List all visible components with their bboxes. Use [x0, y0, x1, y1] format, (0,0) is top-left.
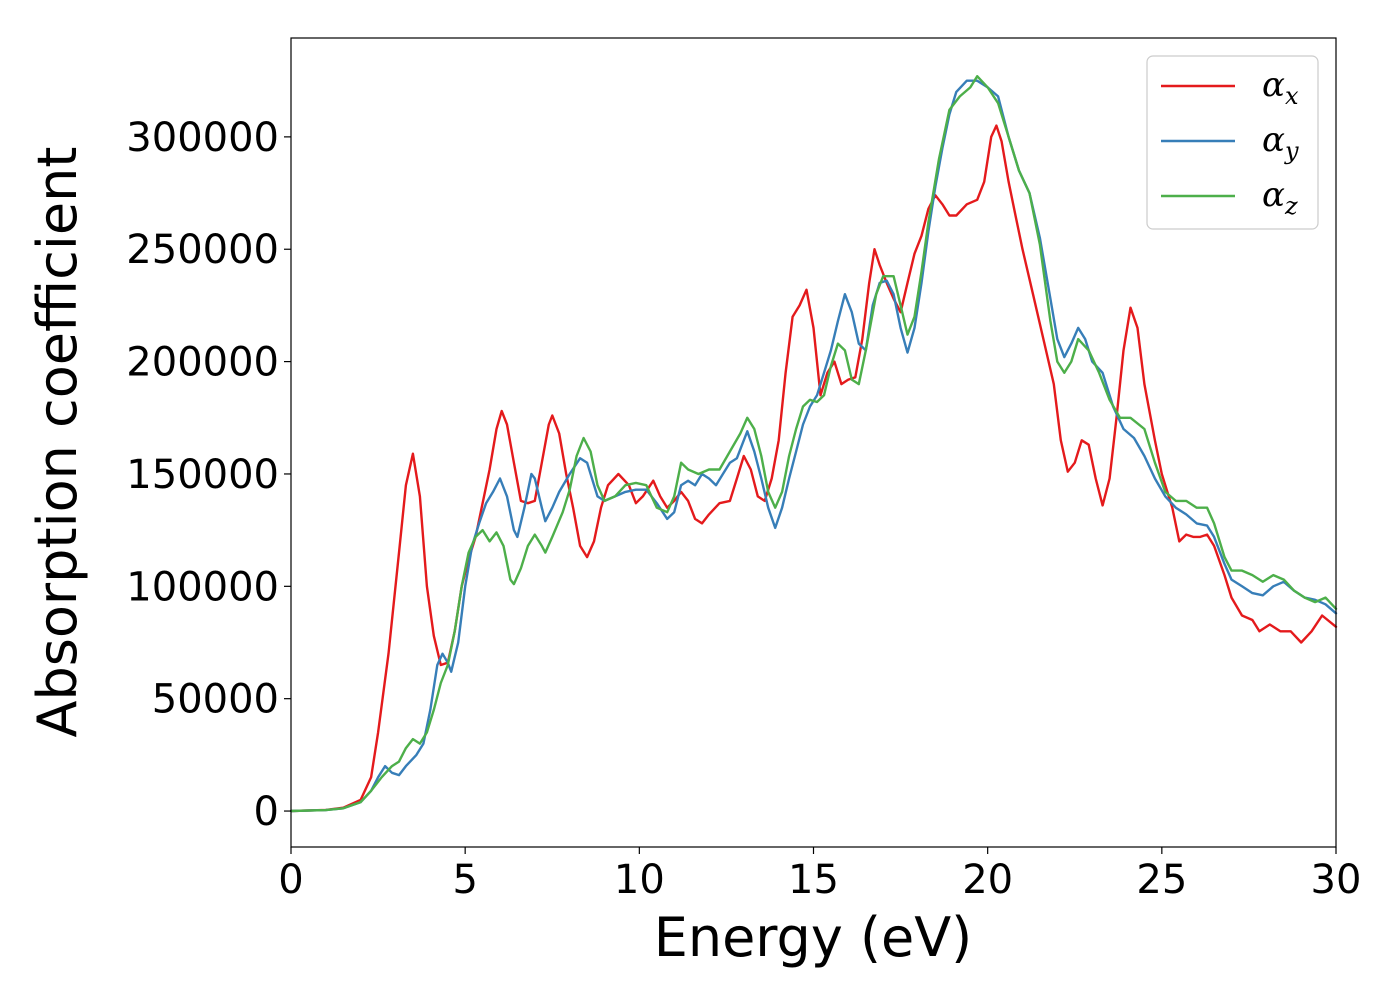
y-tick-label: 200000 [126, 340, 279, 386]
x-tick-label: 0 [278, 857, 303, 903]
x-tick-label: 20 [962, 857, 1013, 903]
series-line-x [289, 124, 1338, 813]
y-axis-ticks: 0 50000 100000 150000 200000 250000 300000 [126, 115, 291, 835]
y-tick-label: 250000 [126, 227, 279, 273]
y-tick-label: 300000 [126, 115, 279, 161]
legend-box [1146, 55, 1319, 230]
legend-entry-y: αy [1262, 120, 1299, 165]
y-axis-label: Absorption coefficient [26, 147, 89, 738]
series-line-y [289, 79, 1338, 813]
x-axis-ticks: 0 5 10 15 20 25 30 [278, 847, 1361, 903]
series-layer [289, 75, 1338, 813]
y-tick-label: 50000 [152, 677, 279, 723]
x-tick-label: 5 [452, 857, 477, 903]
legend: αx αy αz [1146, 55, 1319, 230]
x-tick-label: 30 [1311, 857, 1362, 903]
x-tick-label: 15 [788, 857, 839, 903]
y-tick-label: 150000 [126, 452, 279, 498]
legend-entry-x: αx [1262, 65, 1299, 110]
x-tick-label: 10 [614, 857, 665, 903]
series-line-z [289, 75, 1338, 813]
y-tick-label: 100000 [126, 564, 279, 610]
y-tick-label: 0 [254, 789, 279, 835]
legend-entry-z: αz [1262, 175, 1298, 220]
x-tick-label: 25 [1136, 857, 1187, 903]
x-axis-label: Energy (eV) [654, 906, 973, 969]
